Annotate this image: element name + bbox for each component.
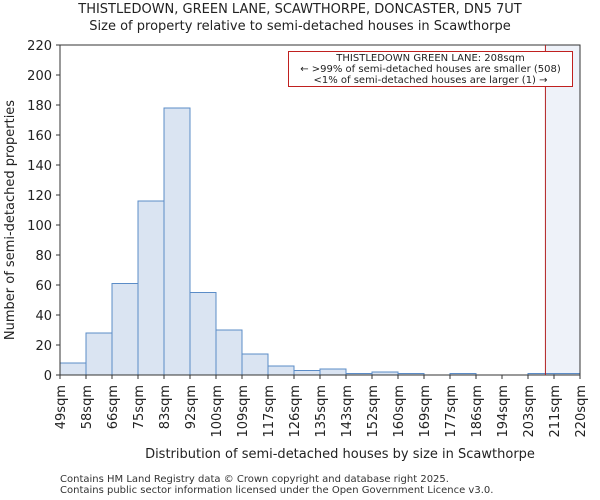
- y-tick-label: 140: [27, 159, 52, 174]
- x-axis-label: Distribution of semi-detached houses by …: [145, 447, 535, 462]
- x-tick-label: 211sqm: [548, 385, 563, 438]
- bar: [137, 200, 165, 376]
- y-tick-label: 220: [27, 39, 52, 54]
- x-tick-label: 169sqm: [418, 385, 433, 438]
- x-tick-label: 109sqm: [236, 385, 251, 438]
- y-tick-label: 180: [27, 99, 52, 114]
- bar: [85, 332, 113, 376]
- x-tick-label: 194sqm: [496, 385, 511, 438]
- x-tick-label: 100sqm: [210, 385, 225, 438]
- x-tick-label: 203sqm: [522, 385, 537, 438]
- y-tick-label: 100: [27, 219, 52, 234]
- y-tick-label: 120: [27, 189, 52, 204]
- x-tick-label: 75sqm: [132, 385, 147, 429]
- x-tick-label: 83sqm: [158, 385, 173, 429]
- y-tick-label: 60: [35, 279, 52, 294]
- footer-licence: Contains public sector information licen…: [60, 485, 494, 496]
- bar: [163, 107, 191, 376]
- y-axis-label: Number of semi-detached properties: [3, 100, 18, 340]
- marker-line-smaller: ← >99% of semi-detached houses are small…: [300, 64, 561, 75]
- marker-line-larger: <1% of semi-detached houses are larger (…: [313, 75, 548, 86]
- chart-subtitle: Size of property relative to semi-detach…: [89, 19, 511, 34]
- chart-title: THISTLEDOWN, GREEN LANE, SCAWTHORPE, DON…: [78, 2, 522, 17]
- y-tick-label: 80: [35, 249, 52, 264]
- marker-annotation: THISTLEDOWN GREEN LANE: 208sqm ← >99% of…: [288, 51, 573, 87]
- x-tick-label: 58sqm: [80, 385, 95, 429]
- x-tick-label: 49sqm: [54, 385, 69, 429]
- y-tick-label: 0: [44, 369, 52, 384]
- bar: [215, 329, 243, 376]
- x-tick-label: 66sqm: [106, 385, 121, 429]
- x-tick-label: 177sqm: [444, 385, 459, 438]
- x-tick-label: 160sqm: [392, 385, 407, 438]
- y-tick-label: 160: [27, 129, 52, 144]
- x-tick-label: 135sqm: [314, 385, 329, 438]
- bar: [189, 292, 217, 376]
- bar: [111, 283, 139, 376]
- y-tick-label: 40: [35, 309, 52, 324]
- x-tick-label: 117sqm: [262, 385, 277, 438]
- footer-copyright: Contains HM Land Registry data © Crown c…: [60, 474, 449, 485]
- y-tick-label: 20: [35, 339, 52, 354]
- x-tick-label: 126sqm: [288, 385, 303, 438]
- x-tick-label: 92sqm: [184, 385, 199, 429]
- bar: [59, 362, 87, 376]
- bar: [267, 365, 295, 376]
- x-tick-label: 220sqm: [574, 385, 589, 438]
- bar: [319, 368, 347, 376]
- x-tick-label: 143sqm: [340, 385, 355, 438]
- marker-label: THISTLEDOWN GREEN LANE: 208sqm: [336, 53, 525, 64]
- x-tick-label: 152sqm: [366, 385, 381, 438]
- y-tick-label: 200: [27, 69, 52, 84]
- highlight-region: [545, 45, 580, 375]
- bar: [293, 370, 321, 376]
- x-tick-label: 186sqm: [470, 385, 485, 438]
- bar: [241, 353, 269, 376]
